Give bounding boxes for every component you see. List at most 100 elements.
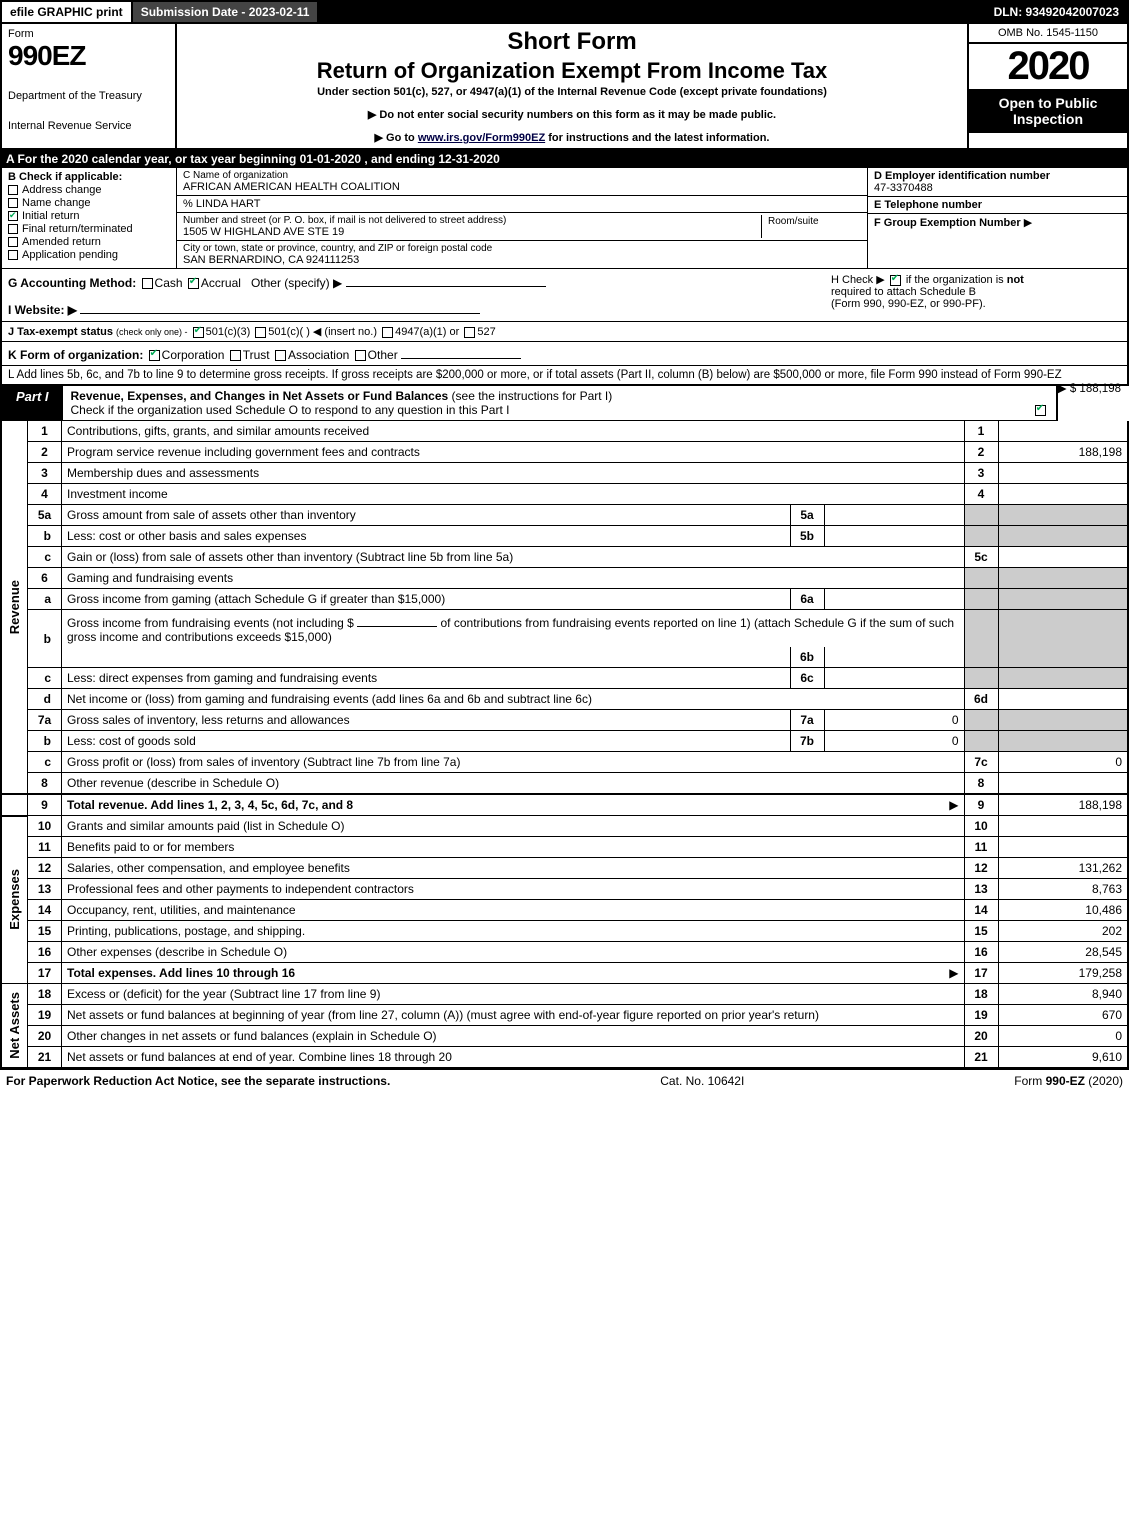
line-num: 3 <box>28 463 62 484</box>
row-city: City or town, state or province, country… <box>177 241 867 268</box>
box-e: E Telephone number <box>868 197 1127 214</box>
checkbox-icon[interactable] <box>1035 405 1046 416</box>
g-cash: Cash <box>155 276 183 290</box>
col-num: 1 <box>964 421 998 442</box>
inner-num: 7a <box>790 710 824 731</box>
top-bar: efile GRAPHIC print Submission Date - 20… <box>0 0 1129 24</box>
table-row: b Less: cost of goods sold 7b 0 <box>1 731 1128 752</box>
box-b: B Check if applicable: Address change Na… <box>2 168 177 268</box>
dept-treasury: Department of the Treasury <box>8 90 169 102</box>
website-field[interactable] <box>80 300 480 314</box>
side-netassets: Net Assets <box>1 984 28 1069</box>
cb-label: Initial return <box>22 210 79 222</box>
footer-catno: Cat. No. 10642I <box>660 1074 744 1088</box>
line-num: 13 <box>28 879 62 900</box>
k-other-field[interactable] <box>401 345 521 359</box>
irs-link[interactable]: www.irs.gov/Form990EZ <box>418 132 545 144</box>
checkbox-icon[interactable] <box>890 275 901 286</box>
cb-initial-return[interactable]: Initial return <box>8 210 170 222</box>
col-val <box>998 568 1128 589</box>
checkbox-icon[interactable] <box>149 350 160 361</box>
col-num <box>964 568 998 589</box>
cb-name-change[interactable]: Name change <box>8 197 170 209</box>
table-row: 7a Gross sales of inventory, less return… <box>1 710 1128 731</box>
form-number: 990EZ <box>8 40 169 72</box>
cb-label: Name change <box>22 197 91 209</box>
checkbox-icon <box>8 185 18 195</box>
checkbox-icon[interactable] <box>142 278 153 289</box>
line-desc: Total revenue. Add lines 1, 2, 3, 4, 5c,… <box>62 794 965 816</box>
part-i-header: Part I Revenue, Expenses, and Changes in… <box>0 386 1058 421</box>
table-row: c Less: direct expenses from gaming and … <box>1 668 1128 689</box>
line-desc: Less: cost of goods sold <box>62 731 791 752</box>
checkbox-icon[interactable] <box>275 350 286 361</box>
col-val <box>998 463 1128 484</box>
inner-num: 5a <box>790 505 824 526</box>
city-value: SAN BERNARDINO, CA 924111253 <box>183 254 861 266</box>
col-num: 8 <box>964 773 998 795</box>
col-val <box>998 773 1128 795</box>
checkbox-icon[interactable] <box>188 278 199 289</box>
checkbox-icon[interactable] <box>355 350 366 361</box>
g-label: G Accounting Method: <box>8 276 136 290</box>
cb-address-change[interactable]: Address change <box>8 184 170 196</box>
checkbox-icon[interactable] <box>193 327 204 338</box>
cb-final-return[interactable]: Final return/terminated <box>8 223 170 235</box>
col-val: 8,763 <box>998 879 1128 900</box>
inner-val <box>824 668 964 689</box>
box-b-title: B Check if applicable: <box>8 171 170 183</box>
checkbox-icon[interactable] <box>382 327 393 338</box>
col-num: 19 <box>964 1005 998 1026</box>
col-num: 14 <box>964 900 998 921</box>
line-num: 19 <box>28 1005 62 1026</box>
col-val <box>998 547 1128 568</box>
submission-date: Submission Date - 2023-02-11 <box>133 2 320 22</box>
table-row: 15 Printing, publications, postage, and … <box>1 921 1128 942</box>
k-label: K Form of organization: <box>8 348 143 362</box>
table-row: 21 Net assets or fund balances at end of… <box>1 1047 1128 1069</box>
table-row: c Gain or (loss) from sale of assets oth… <box>1 547 1128 568</box>
line-num: b <box>28 610 62 668</box>
ein-value: 47-3370488 <box>874 182 1121 194</box>
row-co: % LINDA HART <box>177 196 867 213</box>
sec-h: H Check ▶ if the organization is not req… <box>821 273 1121 317</box>
org-name: AFRICAN AMERICAN HEALTH COALITION <box>183 181 861 193</box>
h-text2: if the organization is <box>906 274 1004 286</box>
col-num <box>964 610 998 668</box>
col-num: 7c <box>964 752 998 773</box>
col-val <box>998 710 1128 731</box>
line-num: 8 <box>28 773 62 795</box>
col-num: 12 <box>964 858 998 879</box>
omb-number: OMB No. 1545-1150 <box>969 24 1127 44</box>
line-desc: Other revenue (describe in Schedule O) <box>62 773 965 795</box>
checkbox-icon[interactable] <box>464 327 475 338</box>
goto-line: ▶ Go to www.irs.gov/Form990EZ for instru… <box>187 131 957 144</box>
row-street: Number and street (or P. O. box, if mail… <box>177 213 867 241</box>
h-not: not <box>1007 274 1024 286</box>
line-desc: Gross amount from sale of assets other t… <box>62 505 791 526</box>
line-desc: Gain or (loss) from sale of assets other… <box>62 547 965 568</box>
part-i-tab: Part I <box>2 386 63 420</box>
fundraising-amount-field[interactable] <box>357 613 437 627</box>
cb-label: Amended return <box>22 236 101 248</box>
line-desc: Contributions, gifts, grants, and simila… <box>62 421 965 442</box>
cb-amended-return[interactable]: Amended return <box>8 236 170 248</box>
line-desc: Printing, publications, postage, and shi… <box>62 921 965 942</box>
table-row: 13 Professional fees and other payments … <box>1 879 1128 900</box>
table-row: b Less: cost or other basis and sales ex… <box>1 526 1128 547</box>
sec-g: G Accounting Method: Cash Accrual Other … <box>8 273 821 317</box>
checkbox-icon[interactable] <box>230 350 241 361</box>
checkbox-icon <box>8 224 18 234</box>
line-num: c <box>28 668 62 689</box>
form-label: Form <box>8 28 169 40</box>
line-desc: Less: direct expenses from gaming and fu… <box>62 668 791 689</box>
g-other-field[interactable] <box>346 273 546 287</box>
checkbox-icon[interactable] <box>255 327 266 338</box>
table-row: Revenue 1 Contributions, gifts, grants, … <box>1 421 1128 442</box>
footer-left: For Paperwork Reduction Act Notice, see … <box>6 1074 390 1088</box>
line-desc: Excess or (deficit) for the year (Subtra… <box>62 984 965 1005</box>
checkbox-icon <box>8 250 18 260</box>
line-desc: Membership dues and assessments <box>62 463 965 484</box>
line-desc: Occupancy, rent, utilities, and maintena… <box>62 900 965 921</box>
cb-application-pending[interactable]: Application pending <box>8 249 170 261</box>
